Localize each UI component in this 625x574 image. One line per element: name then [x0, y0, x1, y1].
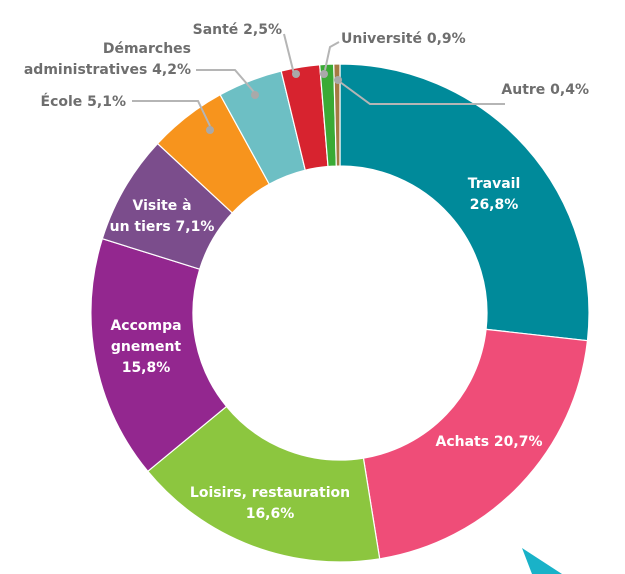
leader-dot-7 — [292, 70, 300, 78]
leader-dot-9 — [334, 76, 342, 84]
slice-label-line: Santé 2,5% — [193, 22, 282, 38]
leader-line-6 — [196, 69, 255, 93]
leader-line-5 — [132, 100, 211, 127]
slice-labels: Travail 26,8% Achats 20,7% Loisirs, restaur… — [24, 22, 589, 522]
slice-label-line: un tiers 7,1% — [110, 219, 215, 235]
leader-line-9 — [339, 81, 505, 105]
slice-label-line: 16,6% — [246, 506, 295, 522]
slice-label-line: Achats 20,7% — [435, 434, 542, 450]
donut-slice-1 — [362, 328, 589, 560]
slice-label-7: Santé 2,5% — [193, 22, 282, 38]
slice-label-line: Loisirs, restauration — [190, 485, 350, 501]
slice-label-line: Visite à — [132, 198, 191, 214]
leader-dot-8 — [320, 70, 328, 78]
donut-slice-9 — [333, 63, 341, 167]
leader-line-8 — [324, 41, 340, 71]
slice-label-4: Visite à un tiers 7,1% — [110, 198, 215, 235]
leader-lines — [132, 33, 505, 134]
slice-label-3: Accompa gnement 15,8% — [110, 318, 181, 376]
slice-label-line: Accompa — [110, 318, 181, 334]
slice-label-line: Travail — [468, 176, 521, 192]
slice-label-8: Université 0,9% — [341, 31, 466, 47]
slice-label-6: Démarches administratives 4,2% — [24, 41, 191, 78]
leader-dot-5 — [206, 126, 214, 134]
leader-line-7 — [283, 33, 295, 75]
slice-label-line: Université 0,9% — [341, 31, 466, 47]
slice-label-line: administratives 4,2% — [24, 62, 191, 78]
leader-dot-6 — [251, 91, 259, 99]
donut-slice-0 — [339, 63, 590, 342]
slice-label-2: Loisirs, restauration 16,6% — [190, 485, 350, 522]
donut-segments — [90, 63, 590, 563]
slice-label-line: 15,8% — [122, 360, 171, 376]
slice-label-5: École 5,1% — [41, 93, 126, 110]
slice-label-line: École 5,1% — [41, 93, 126, 110]
slice-label-1: Achats 20,7% — [435, 434, 542, 450]
slice-label-line: gnement — [111, 339, 182, 355]
corner-decoration — [522, 548, 562, 574]
slice-label-line: Autre 0,4% — [501, 82, 589, 98]
slice-label-line: 26,8% — [470, 197, 519, 213]
slice-label-line: Démarches — [103, 41, 191, 57]
slice-label-9: Autre 0,4% — [501, 82, 589, 98]
slice-label-0: Travail 26,8% — [468, 176, 521, 213]
